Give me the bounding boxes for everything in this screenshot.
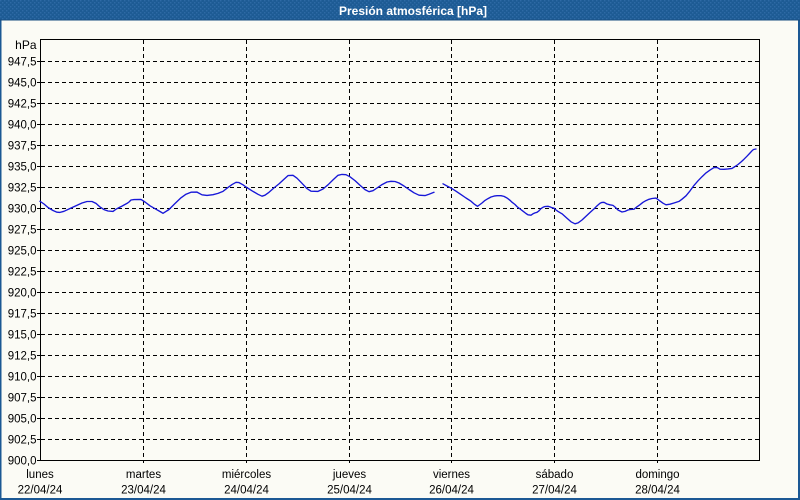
svg-text:917,5: 917,5 bbox=[8, 309, 37, 321]
svg-text:jueves: jueves bbox=[332, 469, 366, 481]
svg-text:907,5: 907,5 bbox=[8, 393, 37, 405]
svg-text:940,0: 940,0 bbox=[8, 120, 37, 132]
svg-text:hPa: hPa bbox=[15, 38, 37, 52]
svg-text:915,0: 915,0 bbox=[8, 330, 37, 342]
svg-text:sábado: sábado bbox=[536, 469, 574, 481]
svg-text:23/04/24: 23/04/24 bbox=[121, 485, 166, 497]
svg-text:miércoles: miércoles bbox=[222, 469, 271, 481]
svg-text:927,5: 927,5 bbox=[8, 225, 37, 237]
svg-text:22/04/24: 22/04/24 bbox=[18, 485, 63, 497]
svg-text:25/04/24: 25/04/24 bbox=[327, 485, 372, 497]
svg-text:26/04/24: 26/04/24 bbox=[429, 485, 474, 497]
svg-text:947,5: 947,5 bbox=[8, 57, 37, 69]
svg-text:27/04/24: 27/04/24 bbox=[532, 485, 577, 497]
svg-text:viernes: viernes bbox=[433, 469, 470, 481]
svg-text:920,0: 920,0 bbox=[8, 288, 37, 300]
svg-text:922,5: 922,5 bbox=[8, 267, 37, 279]
svg-text:912,5: 912,5 bbox=[8, 351, 37, 363]
svg-text:905,0: 905,0 bbox=[8, 414, 37, 426]
svg-text:910,0: 910,0 bbox=[8, 372, 37, 384]
svg-text:900,0: 900,0 bbox=[8, 456, 37, 468]
svg-text:930,0: 930,0 bbox=[8, 204, 37, 216]
svg-text:lunes: lunes bbox=[26, 469, 54, 481]
svg-text:902,5: 902,5 bbox=[8, 435, 37, 447]
svg-text:942,5: 942,5 bbox=[8, 99, 37, 111]
svg-text:martes: martes bbox=[126, 469, 161, 481]
svg-text:937,5: 937,5 bbox=[8, 141, 37, 153]
svg-text:945,0: 945,0 bbox=[8, 78, 37, 90]
svg-text:932,5: 932,5 bbox=[8, 183, 37, 195]
svg-text:Presión atmosférica [hPa]: Presión atmosférica [hPa] bbox=[339, 4, 487, 18]
svg-text:domingo: domingo bbox=[635, 469, 679, 481]
svg-text:24/04/24: 24/04/24 bbox=[224, 485, 269, 497]
svg-text:925,0: 925,0 bbox=[8, 246, 37, 258]
svg-text:935,0: 935,0 bbox=[8, 162, 37, 174]
svg-text:28/04/24: 28/04/24 bbox=[635, 485, 680, 497]
